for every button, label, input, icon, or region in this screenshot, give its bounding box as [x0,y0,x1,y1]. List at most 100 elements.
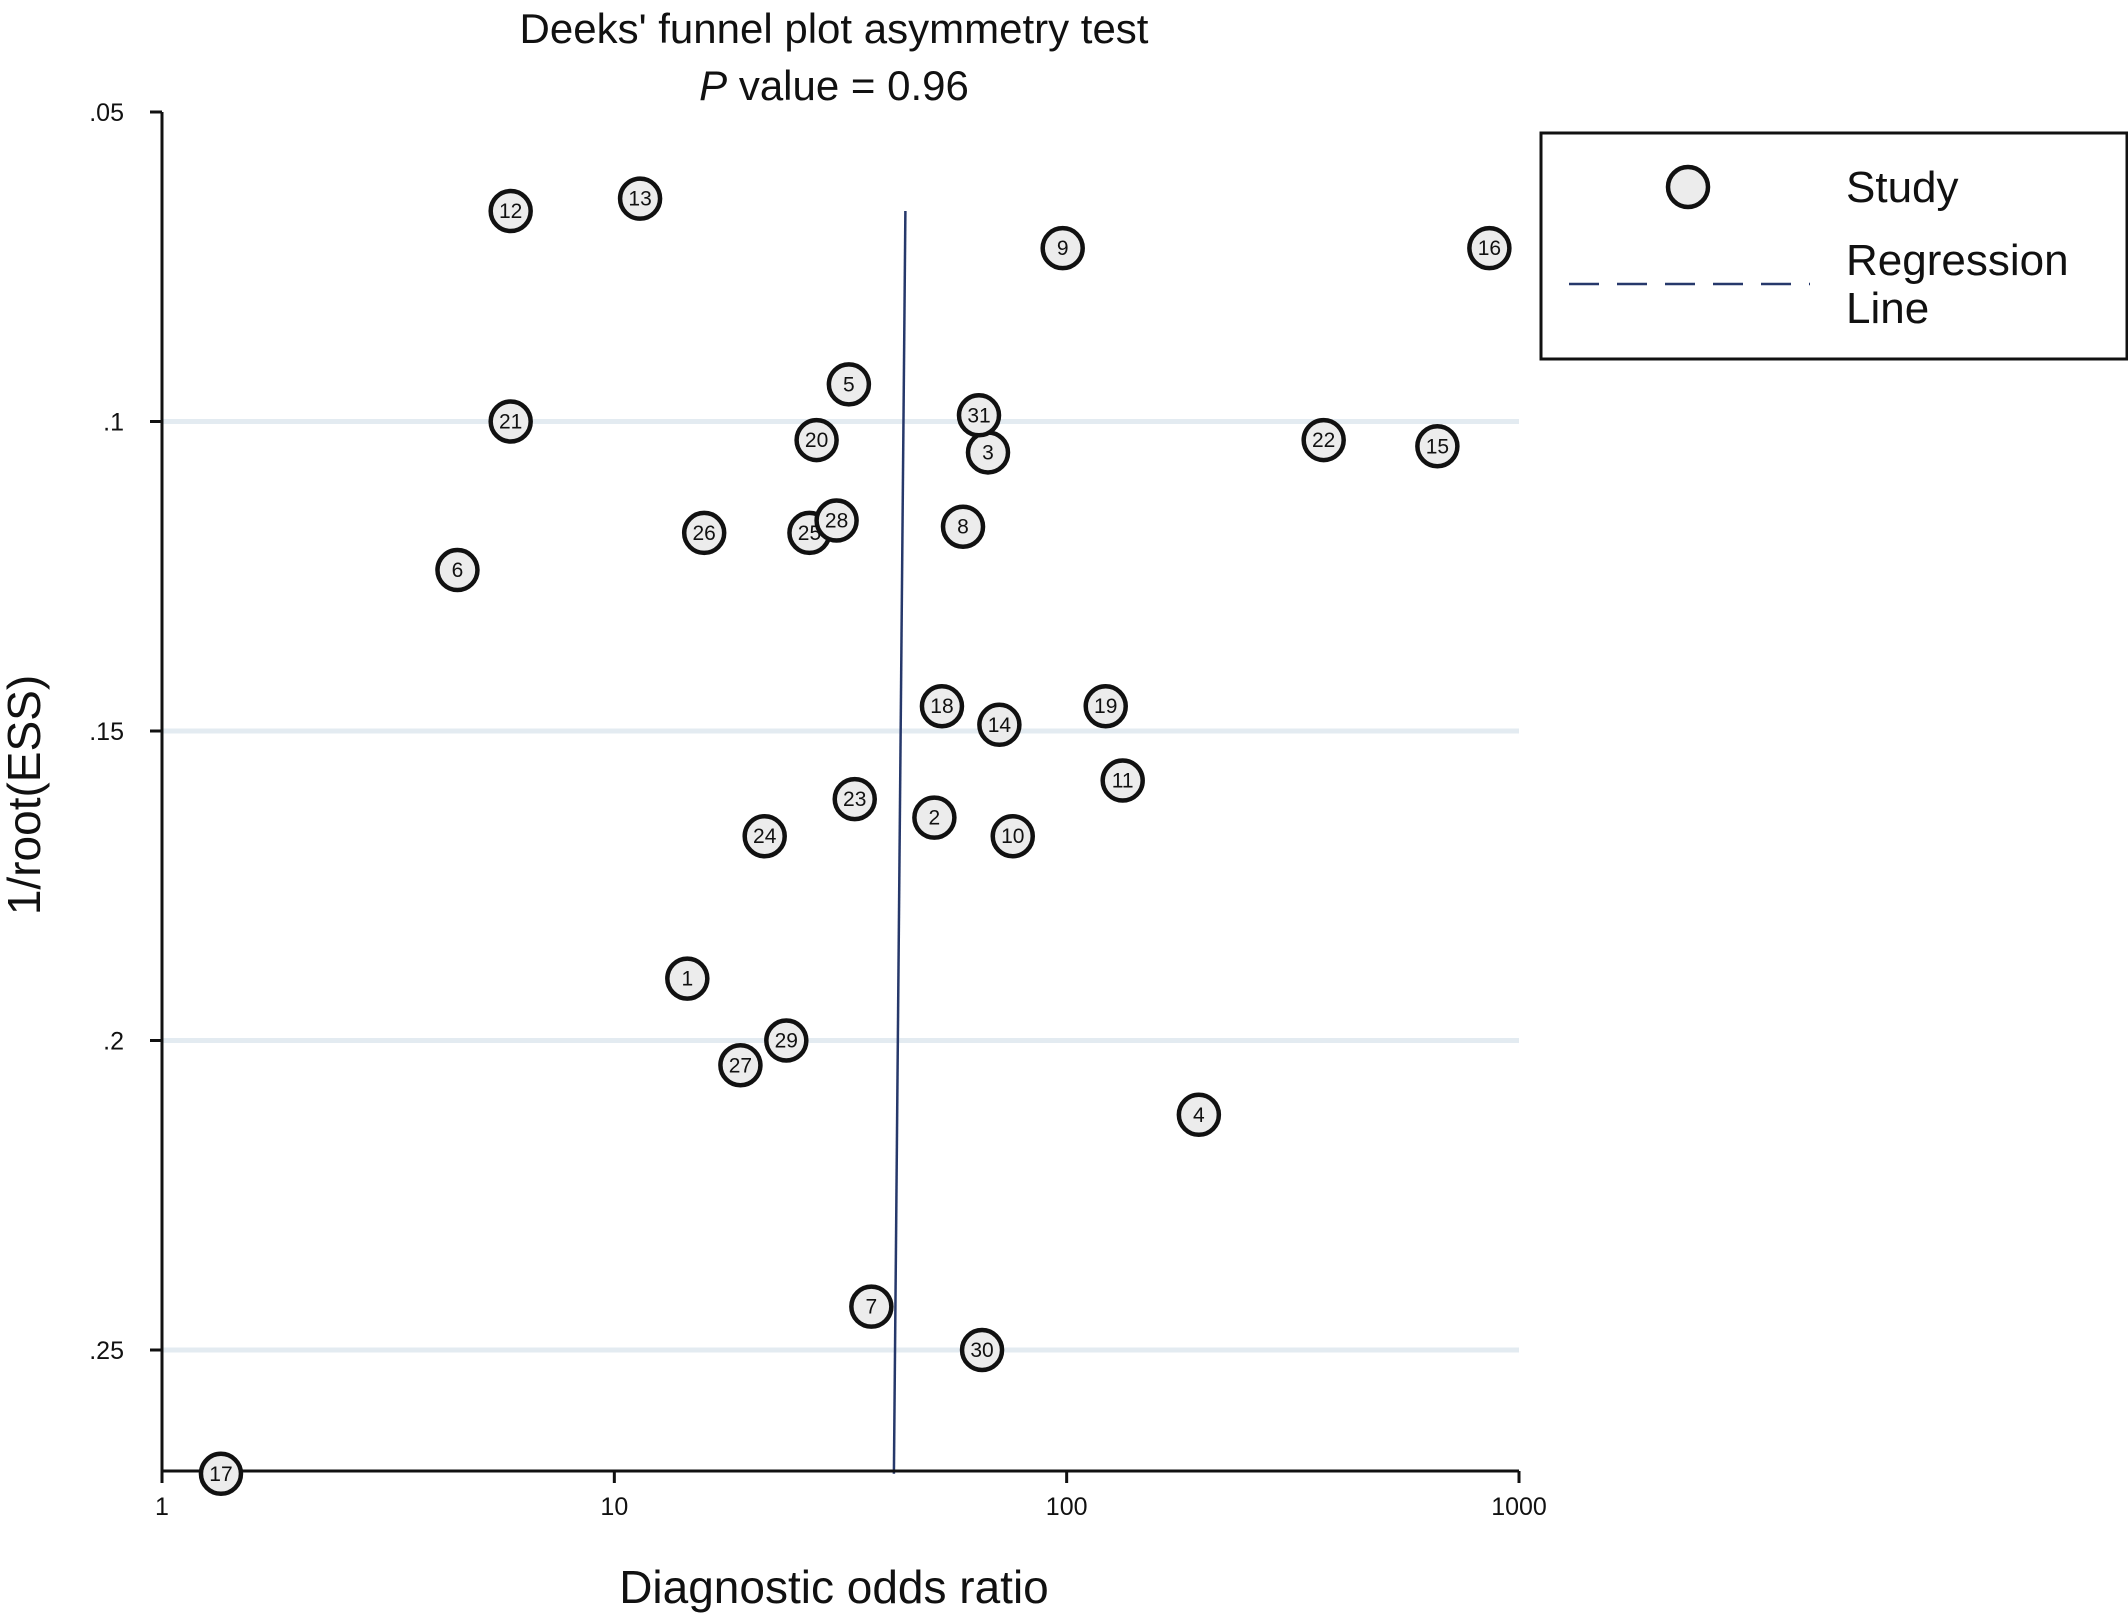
study-marker [1415,424,1460,469]
study-point: 18 [919,683,965,729]
study-point-label: 20 [805,429,828,452]
y-tick-label: .05 [89,99,124,127]
study-point: 31 [956,393,1002,438]
study-point-label: 27 [729,1054,752,1077]
study-point-label: 24 [753,825,777,848]
study-point-label: 31 [967,404,990,427]
study-point-label: 17 [209,1463,232,1486]
study-marker [718,1043,763,1088]
study-point: 16 [1467,225,1512,271]
study-point: 26 [681,510,727,556]
y-ticks: .05 .1 .15 .2 .25 [89,99,162,1365]
study-point: 27 [718,1043,763,1088]
study-marker [990,813,1036,859]
study-point: 12 [488,188,533,234]
chart-title-text: Deeks' funnel plot asymmetry test [520,5,1149,52]
study-marker [794,417,839,463]
subtitle-p: P [699,62,727,109]
study-marker [665,956,710,1001]
gridlines [162,419,1519,1353]
study-point: 7 [849,1284,894,1329]
study-marker [832,776,877,822]
study-point-label: 15 [1426,435,1449,458]
study-point: 20 [794,417,839,463]
study-marker [814,498,859,543]
study-marker [1040,225,1085,271]
legend-regression-label: Regression Line [1846,236,2069,333]
study-point-label: 7 [866,1296,878,1319]
x-tick-label: 100 [1046,1493,1088,1521]
study-point-label: 30 [970,1339,993,1362]
study-point-label: 26 [693,522,716,545]
study-marker [764,1018,809,1063]
study-point: 17 [198,1451,244,1497]
legend: Study Regression Line [1539,131,2128,361]
study-point: 24 [742,813,787,859]
study-point: 1 [665,956,710,1001]
study-point: 4 [1176,1092,1222,1138]
study-point: 21 [488,399,533,444]
study-point: 13 [617,176,663,221]
study-point-label: 11 [1112,770,1134,793]
study-point-label: 8 [957,516,969,539]
study-point-label: 3 [982,441,994,464]
study-point: 19 [1083,683,1128,729]
study-point-label: 4 [1193,1104,1205,1127]
study-point: 29 [764,1018,809,1063]
y-tick-label: .25 [89,1337,124,1365]
study-point: 5 [826,362,872,407]
study-marker [435,547,480,593]
study-point-label: 29 [775,1030,798,1053]
study-marker [919,683,965,729]
study-marker [742,813,787,859]
study-point-label: 9 [1057,237,1069,260]
study-marker [1083,683,1128,729]
chart-title: Deeks' funnel plot asymmetry test P valu… [520,5,1149,109]
study-marker [959,1327,1005,1373]
study-point-label: 14 [988,714,1012,737]
chart-subtitle: P value = 0.96 [699,62,969,109]
study-point: 3 [965,430,1011,475]
study-marker [1176,1092,1222,1138]
study-point: 23 [832,776,877,822]
subtitle-rest: value = 0.96 [727,62,969,109]
study-point-label: 16 [1478,237,1501,260]
legend-box [1539,131,2128,361]
study-marker [826,362,872,407]
x-tick-label: 10 [600,1493,628,1521]
study-marker [681,510,727,556]
study-point-label: 23 [843,788,866,811]
study-point-label: 18 [930,695,953,718]
study-marker [1467,225,1512,271]
study-point-label: 21 [499,411,522,434]
study-marker [849,1284,894,1329]
study-point-label: 5 [843,373,855,396]
x-tick-label: 1 [155,1493,169,1521]
study-marker [956,393,1002,438]
study-point-label: 10 [1001,825,1024,848]
study-marker [488,399,533,444]
study-marker [1301,417,1346,463]
study-point: 14 [977,702,1022,748]
legend-study-marker [1665,164,1711,210]
study-point-label: 12 [499,200,522,223]
x-tick-label: 1000 [1491,1493,1547,1521]
study-point: 10 [990,813,1036,859]
study-marker [488,188,533,234]
y-tick-label: .15 [89,718,124,746]
study-point: 8 [940,504,986,549]
study-point-label: 6 [452,559,464,582]
study-point: 6 [435,547,480,593]
study-point: 15 [1415,424,1460,469]
x-axis-label: Diagnostic odds ratio [619,1561,1049,1613]
study-point-label: 19 [1094,695,1117,718]
study-point-label: 1 [681,968,693,991]
study-marker [198,1451,244,1497]
study-point: 2 [912,795,957,840]
study-point: 30 [959,1327,1005,1373]
study-point-label: 13 [628,188,651,211]
study-marker [1100,758,1145,803]
y-tick-label: .1 [103,409,124,437]
study-point: 11 [1100,758,1145,803]
